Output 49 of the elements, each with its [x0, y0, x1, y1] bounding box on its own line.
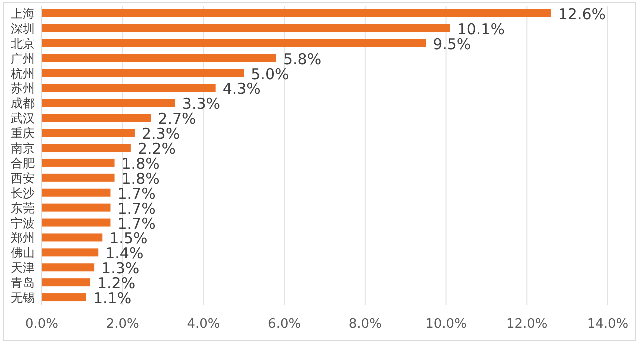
x-tick-label: 14.0% [587, 317, 629, 332]
y-tick-label: 南京 [11, 142, 35, 156]
bar [42, 294, 86, 302]
y-tick-label: 佛山 [11, 246, 35, 260]
bar [42, 264, 95, 272]
y-tick-label: 成都 [11, 96, 35, 111]
bar [42, 144, 131, 152]
bar [42, 24, 450, 32]
data-label: 12.6% [558, 5, 606, 24]
x-tick-label: 2.0% [106, 317, 140, 332]
y-tick-label: 重庆 [11, 126, 35, 141]
y-tick-label: 武汉 [11, 112, 35, 126]
y-tick-label: 上海 [11, 6, 35, 21]
y-tick-label: 东莞 [11, 201, 35, 216]
y-tick-label: 苏州 [11, 82, 35, 96]
bar [42, 99, 176, 108]
bar [42, 234, 103, 242]
bar [42, 84, 216, 92]
bar [42, 54, 276, 62]
x-tick-label: 6.0% [268, 317, 302, 332]
bar [42, 39, 426, 48]
bar [42, 114, 152, 122]
y-tick-label: 广州 [11, 52, 35, 66]
y-tick-label: 天津 [11, 261, 35, 276]
bar [42, 248, 99, 257]
x-tick-label: 12.0% [506, 317, 548, 332]
bar [42, 158, 115, 167]
x-tick-label: 0.0% [25, 317, 59, 332]
x-tick-label: 8.0% [348, 317, 382, 332]
y-tick-label: 长沙 [11, 186, 35, 200]
bar [42, 174, 115, 182]
bar [42, 218, 111, 227]
y-tick-label: 深圳 [11, 22, 35, 36]
bar [42, 9, 552, 18]
y-tick-label: 宁波 [11, 216, 35, 230]
bar [42, 278, 91, 287]
bar [42, 69, 244, 78]
y-tick-label: 杭州 [10, 66, 35, 81]
bar [42, 129, 135, 138]
y-tick-label: 北京 [11, 36, 35, 51]
y-tick-label: 郑州 [11, 231, 35, 246]
y-tick-label: 无锡 [11, 291, 35, 306]
bar [42, 188, 111, 197]
y-tick-label: 青岛 [11, 276, 35, 290]
x-tick-label: 4.0% [187, 317, 220, 332]
y-tick-label: 西安 [11, 171, 35, 186]
x-tick-label: 10.0% [426, 317, 467, 332]
bar [42, 204, 111, 212]
y-tick-label: 合肥 [11, 156, 35, 170]
